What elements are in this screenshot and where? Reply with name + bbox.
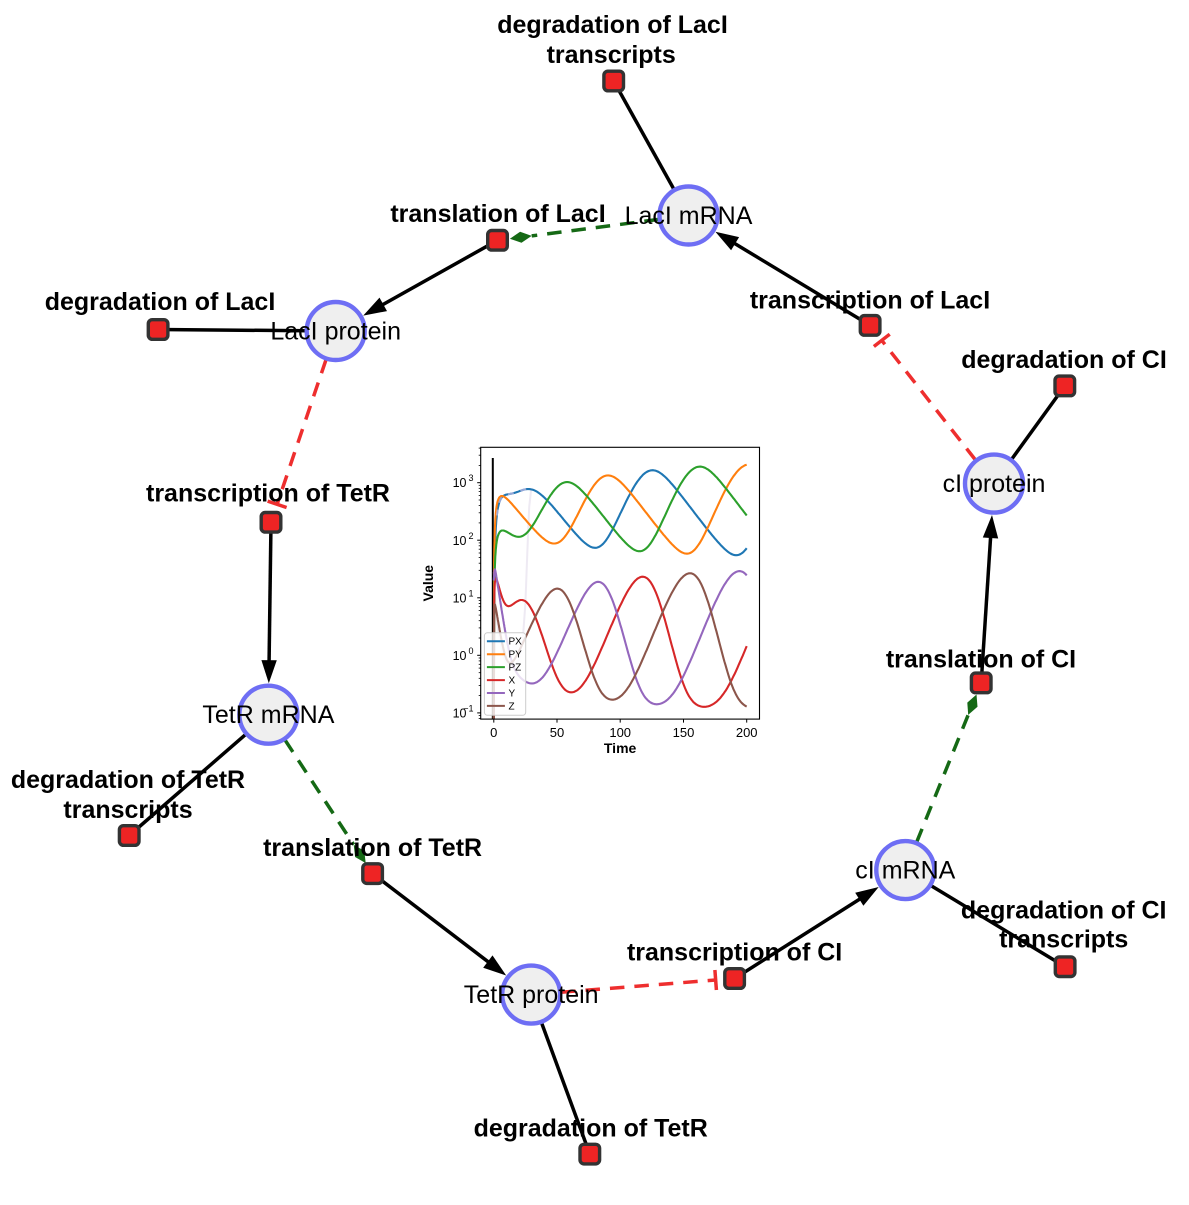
svg-text:10: 10 — [453, 591, 467, 605]
svg-text:transcription of CI: transcription of CI — [627, 939, 842, 967]
svg-text:PZ: PZ — [509, 663, 522, 674]
svg-text:transcription of TetR: transcription of TetR — [146, 480, 390, 508]
svg-text:200: 200 — [736, 725, 758, 740]
svg-text:LacI mRNA: LacI mRNA — [625, 202, 753, 230]
svg-text:translation of TetR: translation of TetR — [263, 834, 482, 862]
svg-text:10: 10 — [453, 534, 467, 548]
svg-text:degradation of CI: degradation of CI — [961, 346, 1167, 374]
svg-text:10: 10 — [453, 476, 467, 490]
svg-text:0: 0 — [490, 725, 497, 740]
svg-text:TetR protein: TetR protein — [464, 981, 599, 1009]
svg-text:150: 150 — [673, 725, 695, 740]
svg-text:transcription of LacI: transcription of LacI — [750, 287, 990, 315]
svg-text:50: 50 — [550, 725, 564, 740]
svg-text:cI mRNA: cI mRNA — [855, 857, 955, 885]
svg-text:PX: PX — [509, 637, 523, 648]
svg-text:100: 100 — [609, 725, 631, 740]
svg-text:degradation of TetR: degradation of TetR — [474, 1114, 708, 1142]
svg-text:1: 1 — [468, 588, 473, 598]
svg-text:LacI protein: LacI protein — [270, 318, 401, 346]
svg-text:TetR mRNA: TetR mRNA — [202, 701, 334, 729]
svg-text:transcripts: transcripts — [547, 41, 676, 69]
svg-text:degradation of TetR: degradation of TetR — [11, 766, 245, 794]
svg-text:translation of CI: translation of CI — [886, 645, 1076, 673]
svg-text:2: 2 — [468, 531, 473, 541]
svg-text:translation of LacI: translation of LacI — [390, 200, 605, 228]
svg-text:degradation of LacI: degradation of LacI — [45, 288, 276, 316]
svg-text:Time: Time — [604, 740, 637, 756]
svg-text:0: 0 — [468, 646, 473, 656]
svg-text:Value: Value — [420, 565, 436, 602]
svg-text:3: 3 — [468, 473, 473, 483]
svg-text:degradation of CI: degradation of CI — [961, 896, 1167, 924]
svg-text:X: X — [509, 676, 516, 687]
svg-text:transcripts: transcripts — [63, 796, 192, 824]
svg-text:Z: Z — [509, 701, 515, 712]
svg-text:degradation of LacI: degradation of LacI — [497, 11, 728, 39]
svg-text:10: 10 — [453, 706, 467, 720]
svg-text:PY: PY — [509, 650, 523, 661]
svg-text:−1: −1 — [463, 703, 473, 713]
svg-text:cI protein: cI protein — [943, 470, 1046, 498]
svg-text:transcripts: transcripts — [999, 926, 1128, 954]
svg-text:Y: Y — [509, 688, 516, 699]
svg-text:10: 10 — [453, 649, 467, 663]
